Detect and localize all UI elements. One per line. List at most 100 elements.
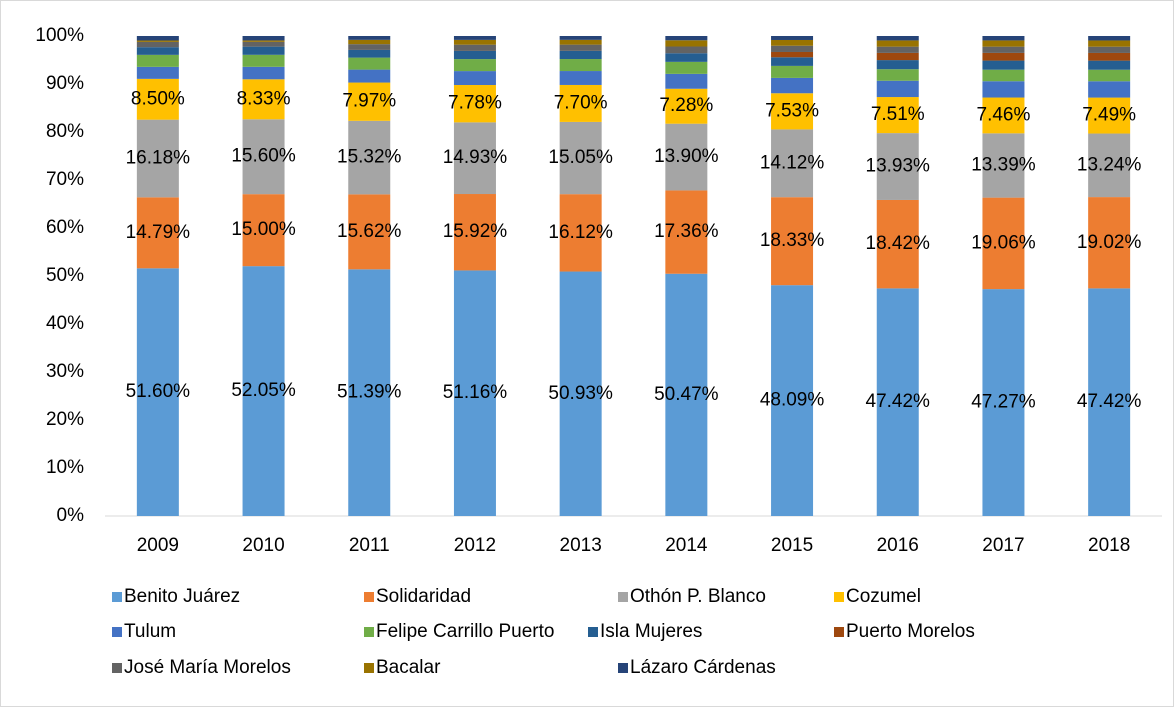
y-tick-label: 40% [46, 313, 84, 334]
data-label: 52.05% [231, 380, 296, 401]
bar-segment [348, 82, 391, 121]
bar-segment [982, 60, 1025, 70]
bar-segment [453, 39, 496, 45]
bar-segment [348, 36, 391, 40]
x-tick-label: 2013 [560, 535, 602, 556]
data-label: 7.70% [554, 92, 608, 113]
bar-segment [876, 40, 919, 47]
data-label: 13.39% [971, 154, 1036, 175]
x-tick-label: 2012 [454, 535, 496, 556]
legend-label: Othón P. Blanco [630, 586, 766, 607]
bar-segment [136, 40, 179, 42]
x-tick-label: 2009 [137, 535, 179, 556]
legend-label: Tulum [124, 621, 176, 642]
data-label: 13.24% [1077, 154, 1142, 175]
bar-segment [242, 119, 285, 195]
data-label: 15.92% [443, 221, 508, 242]
legend-swatch [112, 627, 122, 637]
bar-segment [1088, 40, 1131, 47]
bar-segment [242, 46, 285, 55]
bar-segment [453, 71, 496, 86]
bar-segment [453, 122, 496, 195]
data-label: 51.60% [126, 381, 191, 402]
y-tick-label: 90% [46, 73, 84, 94]
bar-segment [242, 41, 285, 47]
data-label: 7.78% [448, 93, 502, 114]
bar-segment [453, 194, 496, 271]
x-tick-label: 2016 [877, 535, 919, 556]
bar-segment [559, 50, 602, 60]
bar-segment [1088, 97, 1131, 134]
bar-segment [348, 120, 391, 195]
bar-segment [348, 39, 391, 45]
bar-segment [876, 97, 919, 134]
bar-segment [982, 197, 1025, 290]
data-label: 14.93% [443, 147, 508, 168]
data-label: 15.05% [548, 147, 613, 168]
bar-segment [242, 54, 285, 67]
bar-segment [771, 77, 814, 94]
bar-segment [559, 59, 602, 72]
data-label: 48.09% [760, 390, 825, 411]
legend-swatch [112, 592, 122, 602]
data-label: 18.42% [866, 233, 931, 254]
data-label: 15.00% [231, 219, 296, 240]
bar-segment [665, 61, 708, 74]
y-tick-label: 0% [57, 505, 85, 526]
bar-segment [242, 36, 285, 41]
bar-segment [559, 36, 602, 40]
bar-segment [453, 44, 496, 51]
bar-segment [453, 59, 496, 72]
data-label: 47.42% [866, 391, 931, 412]
legend-label: Puerto Morelos [846, 621, 975, 642]
bar-segment [136, 268, 179, 516]
bar-segment [559, 71, 602, 85]
data-label: 19.02% [1077, 232, 1142, 253]
bar-segment [1088, 81, 1131, 98]
x-tick-label: 2018 [1088, 535, 1130, 556]
data-label: 7.49% [1082, 105, 1136, 126]
y-tick-label: 100% [35, 25, 84, 46]
data-label: 18.33% [760, 230, 825, 251]
data-label: 50.93% [548, 383, 613, 404]
data-label: 14.12% [760, 152, 825, 173]
bar-segment [348, 57, 391, 70]
bar-segment [136, 66, 179, 79]
bar-segment [771, 45, 814, 52]
bar-segment [771, 51, 814, 58]
bar-segment [136, 78, 179, 120]
x-tick-label: 2015 [771, 535, 813, 556]
data-label: 15.62% [337, 221, 402, 242]
bar-segment [1088, 288, 1131, 516]
bar-segment [982, 46, 1025, 53]
data-label: 47.27% [971, 392, 1036, 413]
x-tick-label: 2011 [349, 535, 390, 556]
legend-swatch [618, 663, 628, 673]
data-label: 15.60% [231, 146, 296, 167]
legend-swatch [112, 663, 122, 673]
legend-swatch [364, 627, 374, 637]
legend-swatch [618, 592, 628, 602]
bar-segment [1088, 60, 1131, 70]
bar-segment [665, 36, 708, 41]
data-label: 17.36% [654, 221, 719, 242]
data-label: 7.46% [977, 104, 1031, 125]
data-label: 51.39% [337, 382, 402, 403]
bar-segment [982, 97, 1025, 134]
bar-segment [136, 119, 179, 198]
bar-segment [982, 36, 1025, 41]
bar-segment [876, 36, 919, 41]
bar-segment [982, 81, 1025, 98]
data-label: 51.16% [443, 382, 508, 403]
bar-segment [982, 40, 1025, 47]
y-tick-label: 80% [46, 121, 84, 142]
bar-segment [982, 289, 1025, 516]
data-label: 7.97% [342, 91, 396, 112]
bar-segment [453, 85, 496, 123]
legend-label: Solidaridad [376, 586, 471, 607]
bar-segment [771, 285, 814, 516]
legend-label: Felipe Carrillo Puerto [376, 621, 554, 642]
legend-label: Cozumel [846, 586, 921, 607]
bar-segment [876, 199, 919, 289]
